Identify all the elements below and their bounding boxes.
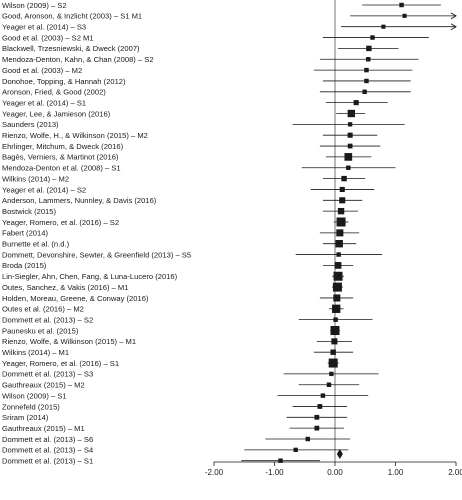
- x-tick-label: 1.00: [388, 468, 404, 477]
- effect-size-marker: [347, 132, 353, 138]
- study-label: Yeager et al. (2014) – S1: [2, 98, 86, 107]
- study-label: Good, Aronson, & Inzlicht (2003) – S1 M1: [2, 12, 142, 21]
- study-label: Lin-Siegler, Ahn, Chen, Fang, & Luna-Luc…: [2, 272, 178, 281]
- study-label: Dommett et al. (2013) – S3: [2, 370, 93, 379]
- effect-size-marker: [332, 304, 341, 313]
- effect-size-marker: [370, 35, 375, 40]
- effect-size-marker: [336, 229, 344, 237]
- study-label-column: Wilson (2009) – S2 Good, Aronson, & Inzli…: [2, 1, 191, 466]
- effect-size-marker: [347, 109, 356, 118]
- effect-size-markers: [278, 2, 407, 463]
- x-tick-label: 0.00: [327, 468, 343, 477]
- study-label: Yeager et al. (2014) – S2: [2, 185, 86, 194]
- study-label: Dommett et al. (2013) – S4: [2, 446, 93, 455]
- study-label: Good et al. (2003) – S2 M1: [2, 33, 94, 42]
- effect-size-marker: [317, 404, 323, 409]
- effect-size-marker: [331, 338, 338, 345]
- effect-size-marker: [353, 100, 359, 106]
- effect-size-marker: [336, 252, 341, 257]
- study-label: Zonnefeld (2015): [2, 402, 60, 411]
- study-label: Wilkins (2014) – M1: [2, 348, 69, 357]
- study-label: Gauthreaux (2015) – M1: [2, 424, 85, 433]
- study-label: Bostwick (2015): [2, 207, 56, 216]
- effect-size-marker: [344, 153, 353, 161]
- study-label: Yeager et al. (2014) – S3: [2, 23, 86, 32]
- study-label: Rienzo, Wolfe, & Wilkinson (2015) – M1: [2, 337, 136, 346]
- effect-size-marker: [339, 197, 346, 204]
- study-label: Yeager, Romero, et al. (2016) – S1: [2, 359, 119, 368]
- effect-size-marker: [362, 89, 367, 95]
- effect-size-marker: [366, 45, 372, 52]
- effect-size-marker: [328, 358, 338, 368]
- effect-size-marker: [330, 349, 336, 355]
- study-label: Outes et al. (2016) – M2: [2, 305, 84, 314]
- effect-size-marker: [402, 13, 407, 18]
- study-label: Anderson, Lammers, Nunnley, & Davis (201…: [2, 196, 157, 205]
- effect-size-marker: [334, 262, 342, 269]
- study-label: Saunders (2013): [2, 120, 59, 129]
- study-label: Donohoe, Topping, & Hannah (2012): [2, 77, 126, 86]
- summary-estimate: [336, 449, 343, 459]
- study-label: Sriram (2014): [2, 413, 49, 422]
- effect-size-marker: [314, 414, 320, 420]
- study-label: Ehrlinger, Mitchum, & Dweck (2016): [2, 142, 124, 151]
- study-label: Gauthreaux (2015) – M2: [2, 381, 85, 390]
- study-label: Fabert (2014): [2, 229, 48, 238]
- effect-size-marker: [341, 175, 347, 182]
- effect-size-marker: [364, 67, 369, 73]
- effect-size-marker: [332, 282, 342, 292]
- study-label: Dommett et al. (2013) – S2: [2, 315, 93, 324]
- effect-size-marker: [347, 143, 353, 149]
- effect-size-marker: [333, 294, 341, 302]
- x-tick-label: 2.00: [448, 468, 462, 477]
- study-label: Holden, Moreau, Greene, & Conway (2016): [2, 294, 149, 303]
- effect-size-marker: [399, 2, 404, 8]
- study-label: Paunesku et al. (2015): [2, 326, 79, 335]
- effect-size-marker: [335, 240, 343, 248]
- effect-size-marker: [364, 78, 369, 84]
- study-label: Mendoza-Denton et al. (2008) – S1: [2, 164, 121, 173]
- effect-size-marker: [333, 271, 343, 281]
- effect-size-marker: [337, 207, 345, 215]
- study-label: Dommett et al. (2013) – S6: [2, 435, 93, 444]
- x-tick-label: -1.00: [265, 468, 284, 477]
- study-label: Bagès, Verniers, & Martinot (2016): [2, 153, 119, 162]
- effect-size-marker: [293, 447, 298, 453]
- study-label: Outes, Sanchez, & Vakis (2016) – M1: [2, 283, 128, 292]
- effect-size-marker: [366, 57, 371, 62]
- summary-diamond: [336, 449, 343, 459]
- x-tick-label: -2.00: [205, 468, 224, 477]
- effect-size-marker: [320, 393, 326, 398]
- effect-size-marker: [305, 436, 310, 442]
- x-axis: -2.00 -1.00 0.00 1.00 2.00: [205, 0, 462, 477]
- truncation-arrow: [450, 23, 457, 31]
- effect-size-marker: [314, 425, 320, 431]
- effect-size-marker: [339, 186, 345, 192]
- effect-size-marker: [381, 24, 386, 29]
- study-label: Yeager, Lee, & Jamieson (2016): [2, 109, 111, 118]
- study-label: Mendoza-Denton, Kahn, & Chan (2008) – S2: [2, 55, 154, 64]
- study-label: Rienzo, Wolfe, H., & Wilkinson (2015) – …: [2, 131, 148, 140]
- effect-size-marker: [336, 217, 346, 227]
- effect-size-marker: [278, 458, 283, 463]
- effect-size-marker: [347, 122, 353, 127]
- effect-size-marker: [326, 382, 332, 387]
- study-label: Blackwell, Trzesniewski, & Dweck (2007): [2, 44, 140, 53]
- effect-size-marker: [346, 165, 351, 170]
- study-label: Dommett, Devonshire, Sewter, & Greenfiel…: [2, 250, 191, 259]
- study-label: Wilson (2009) – S2: [2, 1, 67, 10]
- truncation-arrow: [450, 12, 457, 20]
- study-label: Burnette et al. (n.d.): [2, 240, 70, 249]
- study-label: Good et al. (2003) – M2: [2, 66, 82, 75]
- study-label: Dommett et al. (2013) – S1: [2, 457, 93, 466]
- study-label: Wilson (2009) – S1: [2, 391, 67, 400]
- study-label: Aronson, Fried, & Good (2002): [2, 88, 106, 97]
- study-label: Wilkins (2014) – M2: [2, 174, 69, 183]
- effect-size-marker: [329, 371, 334, 377]
- confidence-intervals: [241, 4, 457, 462]
- study-label: Broda (2015): [2, 261, 47, 270]
- effect-size-marker: [333, 317, 338, 322]
- study-label: Yeager, Romero, et al. (2016) – S2: [2, 218, 119, 227]
